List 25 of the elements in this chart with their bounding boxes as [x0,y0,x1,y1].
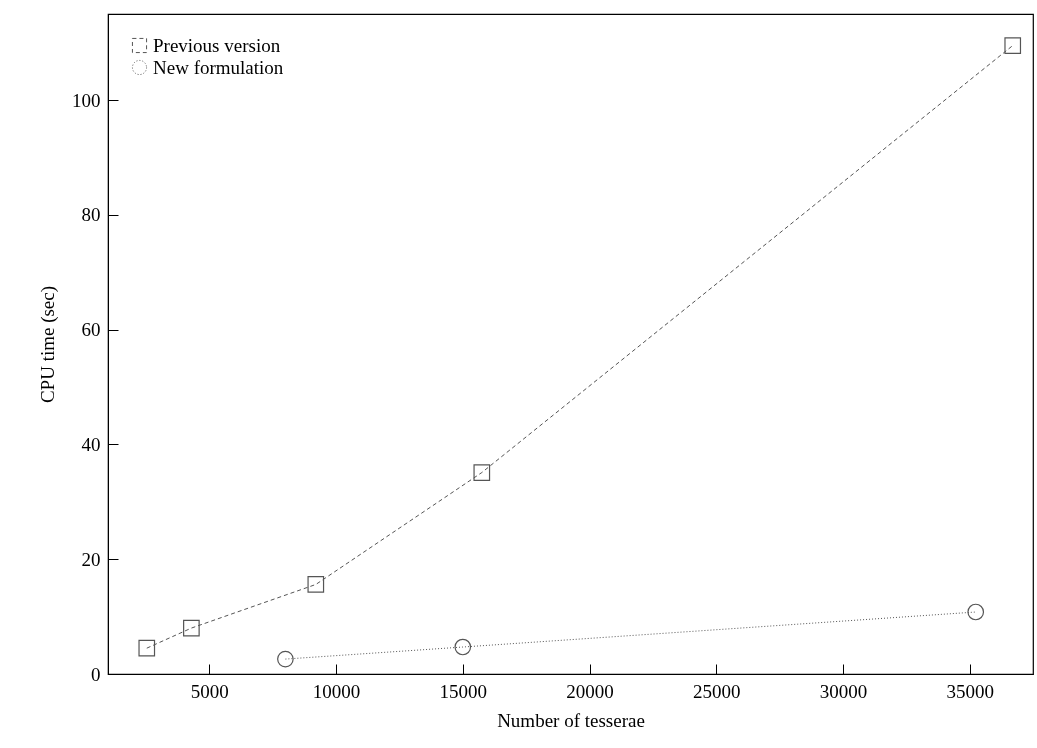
x-tick-label: 10000 [312,680,361,702]
x-tick-label: 25000 [692,680,741,702]
y-tick-label: 20 [81,548,101,570]
y-tick-label: 100 [72,89,101,111]
point [473,464,491,481]
y-axis-title: CPU time (sec) [37,285,59,404]
point [454,638,472,656]
point [138,639,156,657]
point [183,619,200,637]
x-tick-label: 30000 [819,680,868,702]
point [967,603,985,621]
point [307,576,325,593]
x-axis-title: Number of tesserae [497,709,645,731]
y-tick-label: 40 [81,433,101,455]
y-tick-label: 60 [81,319,101,341]
x-tick-label: 35000 [946,680,994,702]
point [1004,37,1022,54]
x-tick-label: 5000 [190,680,229,702]
y-tick-label: 80 [81,204,101,226]
y-tick-label: 0 [91,663,101,685]
x-tick-label: 15000 [439,680,488,702]
x-tick-label: 20000 [566,680,614,702]
point [277,650,294,668]
legend-label: New formulation [153,56,284,78]
legend-label: Previous version [153,34,281,56]
